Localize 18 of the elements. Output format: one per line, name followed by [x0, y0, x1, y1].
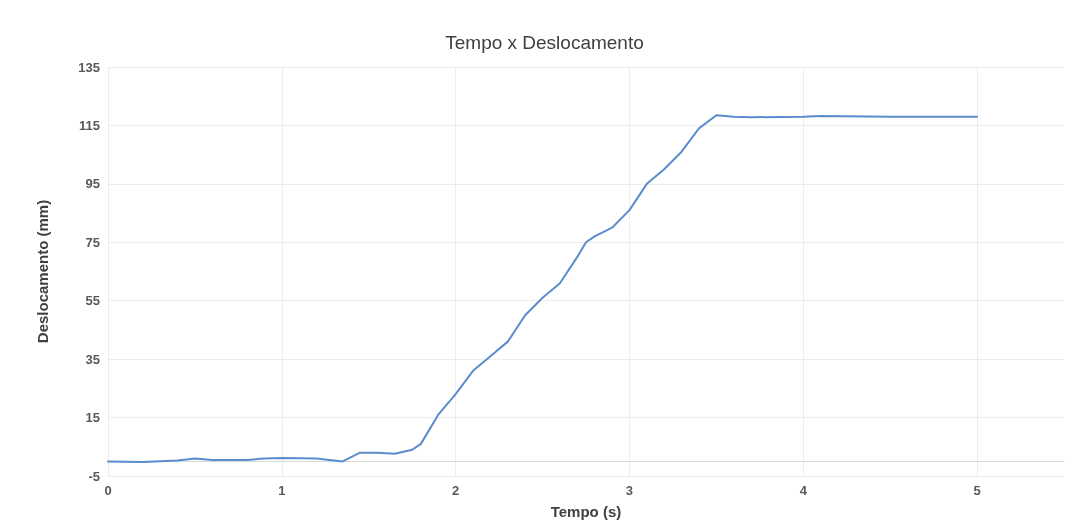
x-tick-label: 1: [278, 483, 286, 498]
y-tick-label: 55: [85, 293, 100, 309]
x-tick-label: 4: [799, 483, 808, 498]
y-tick-label: 75: [85, 234, 100, 250]
y-tick-label: 35: [85, 351, 100, 367]
x-tick-label: 2: [452, 483, 460, 498]
y-tick-label: 15: [85, 410, 100, 426]
y-tick-label: 115: [79, 117, 100, 133]
y-tick-label: 95: [85, 176, 100, 192]
chart-title: Tempo x Deslocamento: [445, 32, 644, 53]
line-series: [107, 114, 979, 463]
x-tick-label: 0: [104, 483, 112, 498]
y-tick-label: -5: [88, 468, 100, 484]
y-tick-label: 135: [78, 59, 100, 75]
x-tick-label: 5: [973, 483, 981, 498]
x-axis-title: Tempo (s): [550, 503, 622, 520]
y-axis-title: Deslocamento (mm): [34, 199, 51, 344]
x-tick-label: 3: [625, 483, 634, 498]
